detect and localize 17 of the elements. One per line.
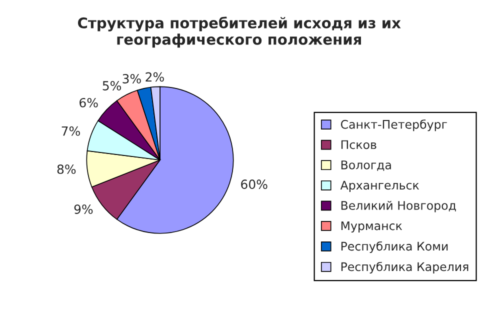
data-label: 8%: [57, 164, 76, 174]
data-label: 5%: [102, 80, 122, 90]
legend-label: Архангельск: [340, 180, 419, 192]
data-label: 9%: [74, 204, 93, 214]
legend-label: Мурманск: [341, 221, 402, 232]
data-label: 2%: [146, 72, 164, 82]
legend-label: Псков: [341, 140, 376, 150]
chart-title: Структура потребителей исходя из их географического положения: [78, 16, 401, 48]
data-label: 7%: [62, 126, 80, 136]
legend-label: Республика Коми: [341, 241, 448, 253]
data-label: 6%: [80, 98, 98, 108]
legend-label: Санкт-Петербург: [340, 119, 447, 132]
legend-label: Вологда: [341, 160, 391, 171]
data-label: 3%: [122, 74, 141, 84]
data-label: 60%: [241, 180, 268, 190]
legend-label: Великий Новгород: [341, 200, 456, 212]
legend-label: Республика Карелия: [341, 262, 468, 274]
